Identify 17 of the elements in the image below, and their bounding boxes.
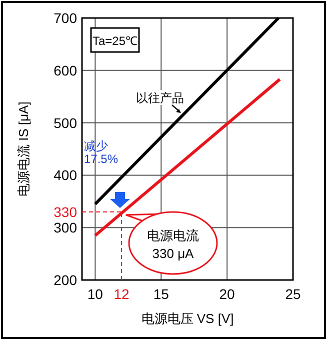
- annotation: 电源电流 330 μA: [147, 228, 199, 261]
- x-axis-title: 电源电压 VS [V]: [141, 311, 234, 326]
- y-tick-label: 700: [54, 10, 78, 26]
- x-tick-label: 25: [285, 286, 301, 302]
- ref-line-label: 330: [54, 204, 78, 220]
- y-tick-label: 500: [54, 114, 78, 131]
- y-tick-label: 200: [54, 272, 78, 288]
- x-tick-label: 20: [219, 286, 236, 302]
- y-tick-label: 400: [54, 167, 78, 184]
- y-tick-label: 300: [54, 220, 78, 236]
- y-axis-title: 电源电流 IS [μA]: [16, 102, 31, 196]
- x-tick-label: 10: [87, 286, 104, 302]
- annotation: 以往产品: [136, 91, 184, 105]
- x-tick-label: 15: [153, 286, 170, 302]
- y-tick-label: 600: [54, 62, 78, 78]
- annotation: Ta=25℃: [92, 34, 138, 48]
- ref-line-label: 12: [114, 286, 130, 302]
